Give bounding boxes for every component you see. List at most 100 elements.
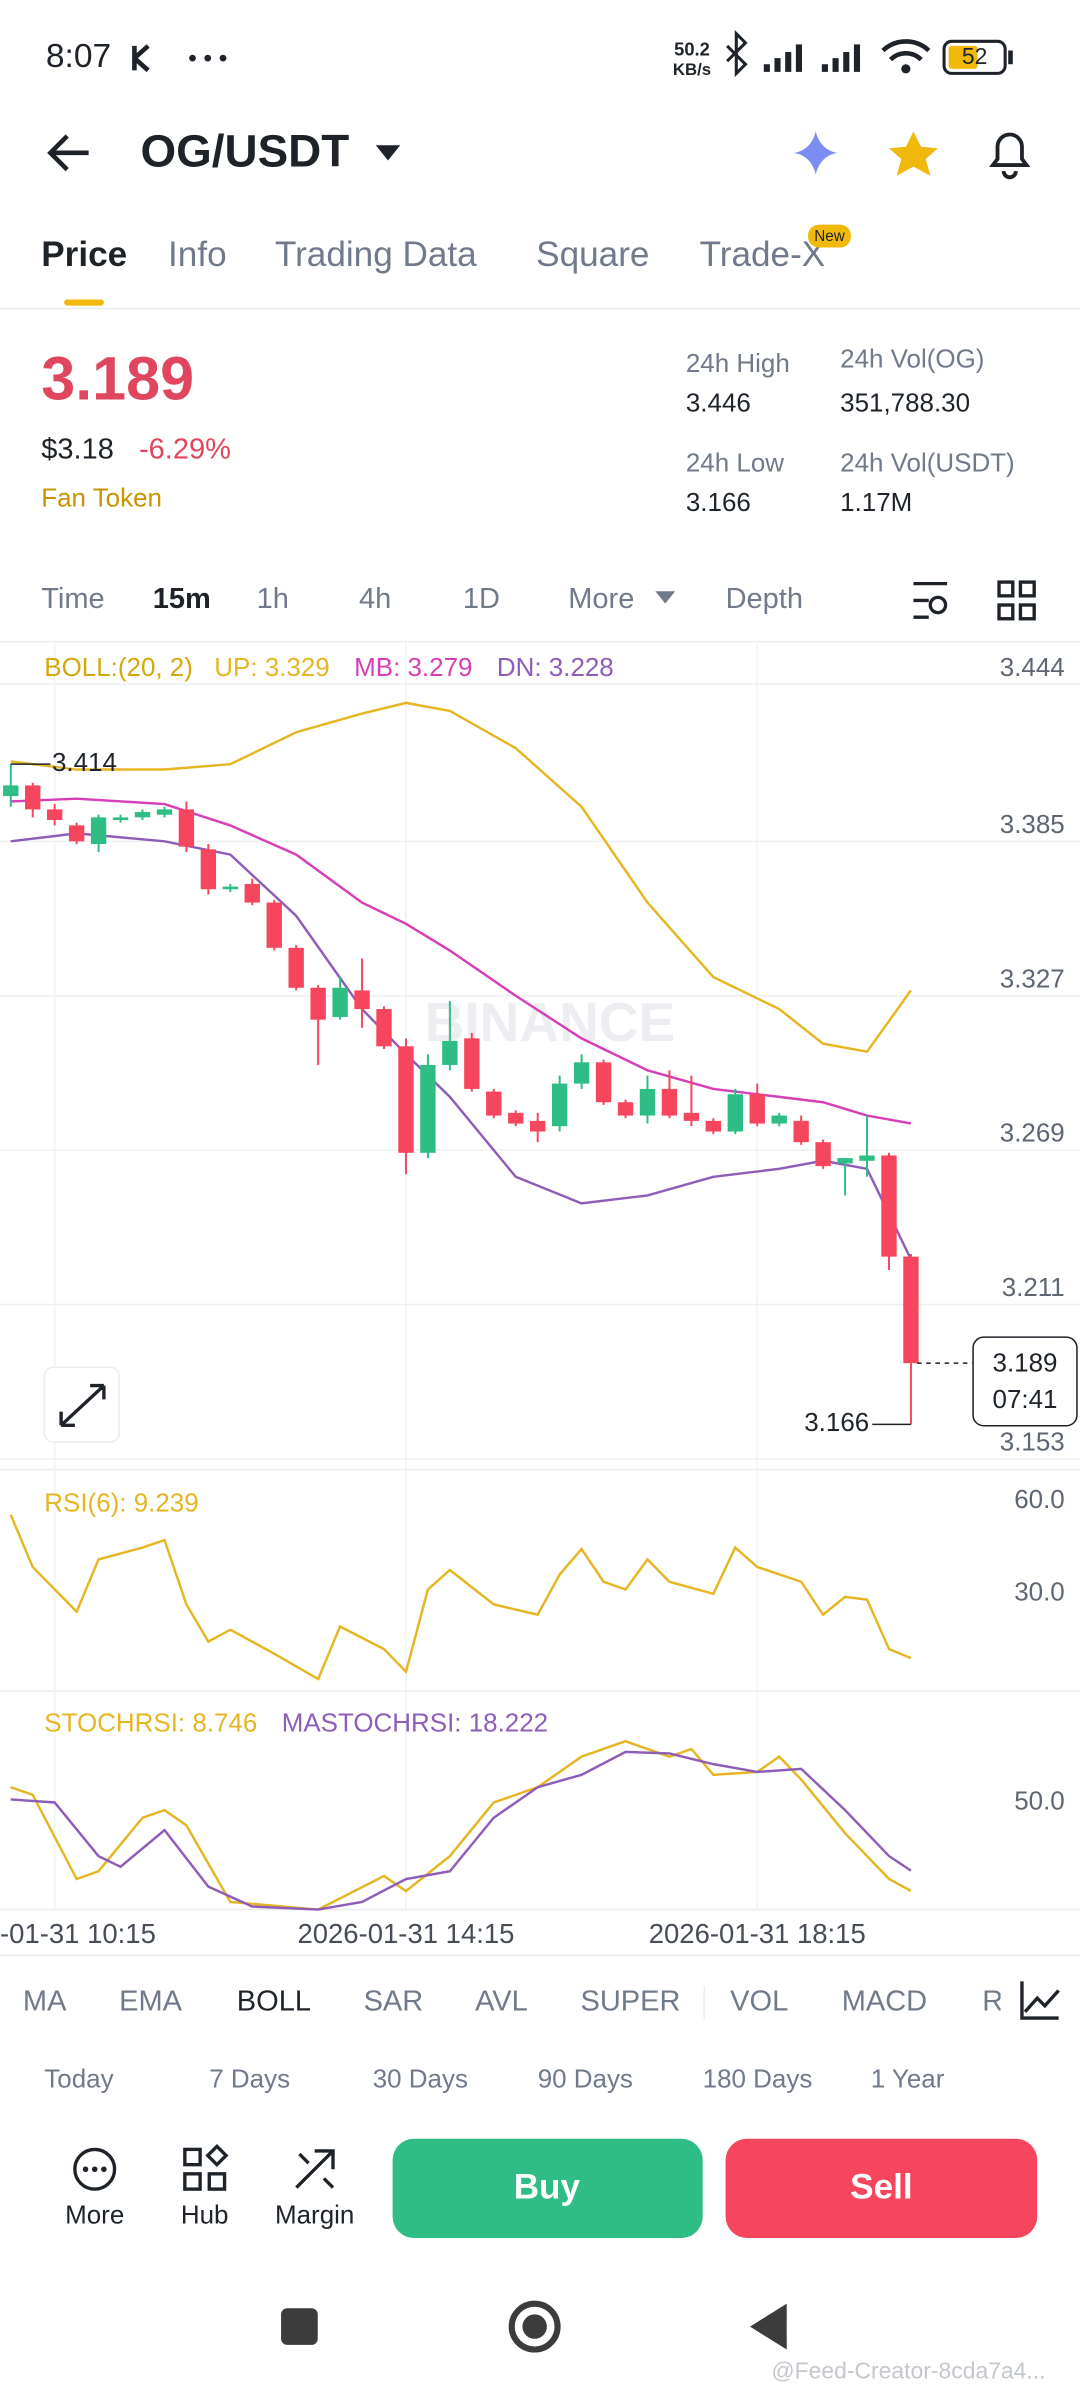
period: 1 Year xyxy=(871,2064,945,2094)
interval[interactable]: 1D xyxy=(463,583,500,615)
back-button[interactable] xyxy=(47,134,89,172)
more-icon[interactable] xyxy=(73,2147,117,2191)
battery xyxy=(942,39,1007,75)
indicator-tab[interactable]: AVL xyxy=(475,1985,528,2017)
chart-area: -01-31 10:15 2026-01-31 14:15 2026-01-31 1… xyxy=(0,641,1080,1949)
y-tick-label: 3.444 xyxy=(1000,652,1065,682)
candle-body xyxy=(398,1046,414,1153)
ai-button[interactable] xyxy=(794,131,838,175)
watermark: @Feed-Creator-8cda7a4... xyxy=(771,2357,1045,2383)
sell-label[interactable]: Sell xyxy=(850,2167,912,2206)
countdown-label: 07:41 xyxy=(993,1384,1058,1414)
nav-home-dot xyxy=(522,2314,547,2339)
battery-text: 52 xyxy=(962,43,987,69)
more-icon-dots xyxy=(82,2166,107,2172)
stat-value: 1.17M xyxy=(840,487,912,517)
candle-body xyxy=(464,1038,480,1089)
indicator-tab[interactable]: BOLL xyxy=(237,1985,311,2017)
interval[interactable]: 15m xyxy=(153,583,211,615)
candle-body xyxy=(639,1088,656,1116)
tab[interactable]: Trading Data xyxy=(275,235,477,274)
bottom-label[interactable]: Hub xyxy=(181,2199,229,2229)
stat-label: 24h Vol(USDT) xyxy=(840,447,1015,477)
period: 90 Days xyxy=(538,2064,633,2094)
candle-body xyxy=(376,1009,392,1047)
bottom-label[interactable]: More xyxy=(65,2199,124,2229)
stat-label: 24h Vol(OG) xyxy=(840,343,984,373)
alert-button[interactable] xyxy=(989,132,1031,180)
tab[interactable]: Info xyxy=(168,235,227,274)
candle-body xyxy=(3,785,19,797)
bottom-label[interactable]: Margin xyxy=(275,2199,354,2229)
indicator-line xyxy=(9,1514,912,1681)
period: Today xyxy=(44,2064,113,2094)
legend-entry: MASTOCHRSI: 18.222 xyxy=(282,1708,548,1738)
candle-body xyxy=(683,1112,700,1121)
legend-entry: STOCHRSI: 8.746 xyxy=(44,1708,257,1738)
indicator-tab[interactable]: VOL xyxy=(730,1985,788,2017)
tab[interactable]: Trade-X xyxy=(700,235,826,274)
wifi-icon xyxy=(881,39,931,62)
indicator-tab[interactable]: SAR xyxy=(364,1985,424,2017)
chart-settings[interactable] xyxy=(913,581,948,619)
candle-body xyxy=(354,990,370,1010)
interval[interactable]: 1h xyxy=(257,583,289,615)
indicator-tab[interactable]: MA xyxy=(23,1985,67,2017)
indicator-line xyxy=(10,1739,912,1911)
pair-title[interactable]: OG/USDT xyxy=(141,125,350,176)
buy-button[interactable] xyxy=(392,2138,703,2238)
last-price-box xyxy=(972,1336,1078,1427)
more-dropdown[interactable] xyxy=(655,591,676,604)
new-badge xyxy=(808,224,851,248)
candle-body xyxy=(573,1062,590,1084)
buy-label[interactable]: Buy xyxy=(514,2167,581,2206)
nav-recents[interactable] xyxy=(281,2308,318,2345)
candle-body xyxy=(68,825,85,842)
expand-icon xyxy=(59,1383,106,1427)
candle-body xyxy=(442,1041,458,1065)
nav-back[interactable] xyxy=(750,2303,787,2350)
legend-entry: DN: 3.228 xyxy=(497,652,614,682)
margin-icon[interactable] xyxy=(295,2149,335,2189)
interval[interactable]: 4h xyxy=(359,583,391,615)
pair-dropdown[interactable] xyxy=(375,145,401,161)
y-tick-label: 3.269 xyxy=(1000,1118,1065,1148)
indicator-line xyxy=(10,1750,912,1911)
indicator-settings[interactable] xyxy=(1020,1981,1060,2020)
period: 30 Days xyxy=(373,2064,468,2094)
stat-value: 3.446 xyxy=(686,388,751,418)
candle-body xyxy=(508,1112,524,1124)
signal-icon xyxy=(763,44,861,72)
app-icon xyxy=(132,44,150,73)
candle-body xyxy=(156,809,173,815)
hub-icon[interactable] xyxy=(183,2143,229,2191)
period: 7 Days xyxy=(209,2064,290,2094)
net-speed: 50.2 xyxy=(674,38,710,59)
candle-body xyxy=(793,1120,809,1143)
token-tag: Fan Token xyxy=(41,482,162,512)
sell-button[interactable] xyxy=(725,2138,1038,2238)
stat-value: 3.166 xyxy=(686,487,751,517)
indicator-tab[interactable]: EMA xyxy=(119,1985,183,2017)
low-marker: 3.166 xyxy=(804,1407,869,1437)
candle-body xyxy=(90,817,107,844)
indicator-tab[interactable]: SUPER xyxy=(580,1985,680,2017)
interval[interactable]: Depth xyxy=(726,583,803,615)
y-tick-label: 3.153 xyxy=(1000,1427,1065,1457)
layout-button[interactable] xyxy=(997,580,1036,621)
stat-label: 24h Low xyxy=(686,447,784,477)
candle-body xyxy=(859,1155,875,1161)
indicator-tab[interactable]: MACD xyxy=(842,1985,927,2017)
interval[interactable]: Time xyxy=(41,583,104,615)
interval[interactable]: More xyxy=(568,583,634,615)
candle-body xyxy=(727,1094,743,1132)
legend-entry: UP: 3.329 xyxy=(214,652,329,682)
favorite-button[interactable] xyxy=(889,131,938,176)
period: 180 Days xyxy=(703,2064,813,2094)
indicator-tab[interactable]: R xyxy=(982,1985,1003,2017)
tab[interactable]: Square xyxy=(536,235,649,274)
tab[interactable]: Price xyxy=(41,235,127,274)
y-tick-label: 3.211 xyxy=(1002,1272,1065,1302)
nav-home[interactable] xyxy=(508,2300,561,2353)
x-tick-label: 2026-01-31 14:15 xyxy=(297,1918,514,1949)
